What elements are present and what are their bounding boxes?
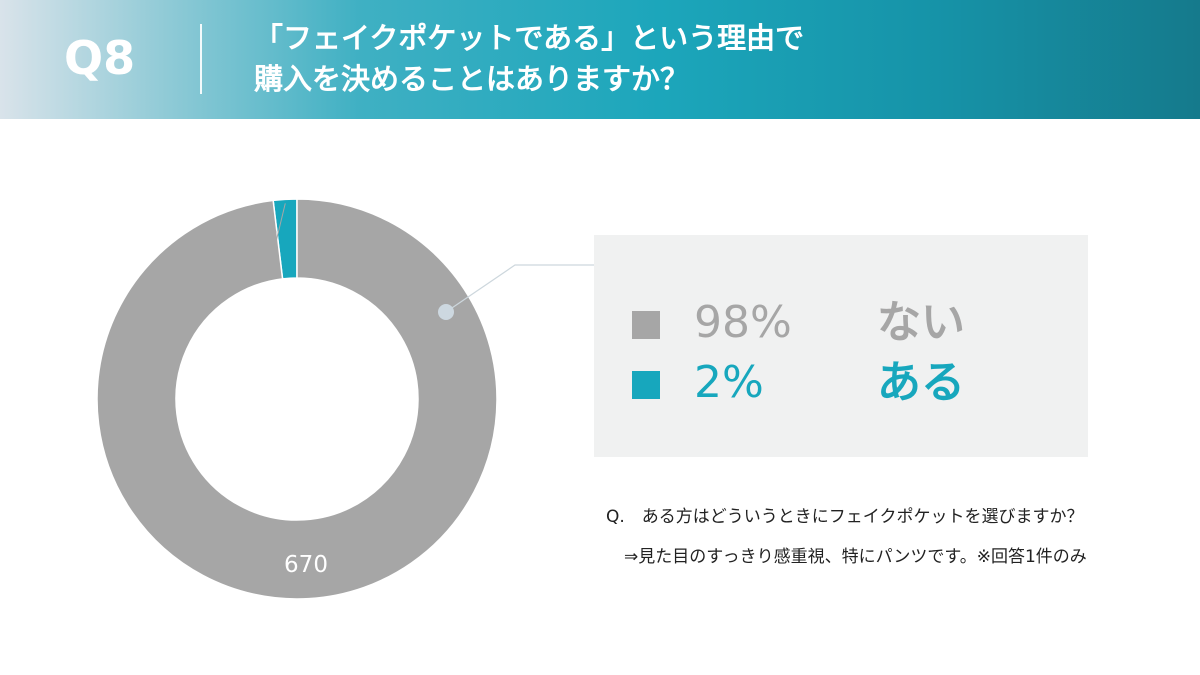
title-line-2: 購入を決めることはありますか？	[254, 62, 690, 96]
legend-label-nai: ない	[877, 297, 965, 348]
legend-item-aru: 2% ある	[594, 353, 1088, 413]
callout-line	[445, 264, 624, 313]
slice-nai	[96, 198, 498, 600]
legend-label-aru: ある	[877, 357, 965, 408]
legend-item-nai: 98% ない	[594, 293, 1088, 353]
data-label-13-leader	[274, 203, 286, 247]
legend-box: 98% ない 2% ある	[594, 235, 1088, 457]
legend-swatch-gray	[632, 311, 660, 339]
header-divider	[200, 24, 202, 94]
note-answer: ⇒見た目のすっきり感重視、特にパンツです。※回答1件のみ	[624, 547, 1087, 567]
data-label-670: 670	[284, 552, 328, 578]
callout-dot-slice	[438, 304, 454, 320]
question-number: Q8	[64, 31, 136, 85]
legend-swatch-teal	[632, 371, 660, 399]
legend-percent-aru: 2%	[694, 357, 764, 408]
legend-percent-nai: 98%	[694, 297, 792, 348]
page-title: 「フェイクポケットである」という理由で 購入を決めることはありますか？	[254, 18, 1154, 100]
header-banner: Q8 「フェイクポケットである」という理由で 購入を決めることはありますか？	[0, 0, 1200, 119]
note-question: Q. ある方はどういうときにフェイクポケットを選びますか？	[606, 507, 1084, 527]
data-label-13: 13	[249, 225, 278, 251]
title-line-1: 「フェイクポケットである」という理由で	[254, 21, 805, 55]
